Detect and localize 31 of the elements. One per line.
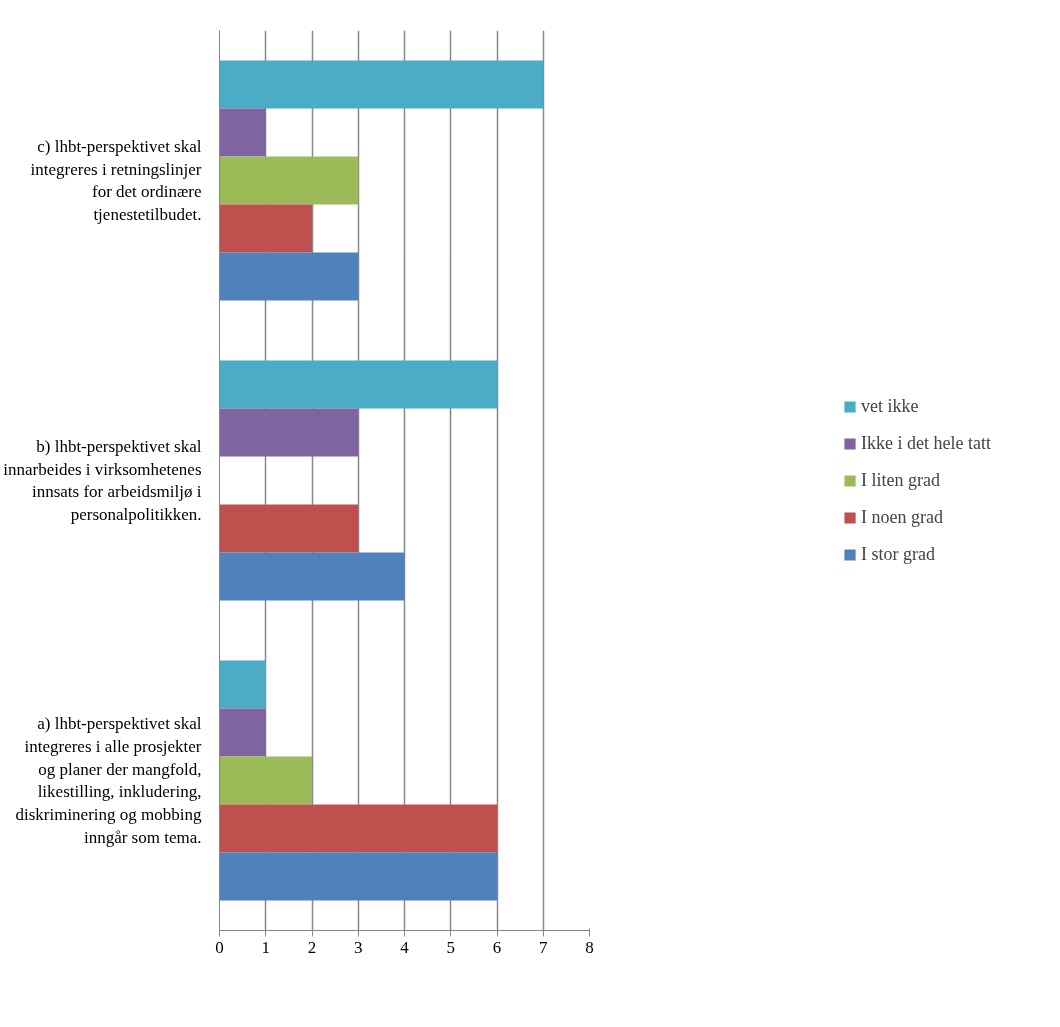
bar: [219, 804, 497, 853]
bar: [219, 756, 312, 805]
x-tick-label: 8: [585, 937, 594, 957]
x-tick-label: 3: [354, 937, 363, 957]
legend-label: I stor grad: [861, 543, 936, 565]
y-tick-label: a) lhbt-perspektivet skal integreres i alle prosjekter og planer der mangfold, likestilling, inkludering, diskriminering og mobbing inngår som tema.: [15, 714, 202, 847]
bar: [219, 660, 266, 709]
bar: [219, 156, 359, 205]
x-tick-label: 6: [492, 937, 502, 957]
x-tick-label: 1: [261, 937, 270, 957]
bar: [219, 60, 544, 109]
x-tick-label: 4: [400, 937, 410, 957]
bar: [219, 552, 405, 601]
x-tick-label: 5: [446, 937, 455, 957]
bar: [219, 852, 497, 901]
bar: [219, 504, 359, 553]
legend-label: vet ikke: [861, 395, 919, 417]
x-tick-label: 0: [215, 937, 224, 957]
bar: [219, 108, 266, 157]
y-tick-label: c) lhbt-perspektivet skal integreres i retningslinjer for det ordinære tjenestetilbudet.: [30, 136, 202, 225]
y-tick-label: b) lhbt-perspektivet skal innarbeides i virksomhetenes innsats for arbeidsmiljø i personalpolitikken.: [3, 436, 202, 525]
bar: [219, 204, 312, 253]
x-tick-label: 2: [307, 937, 317, 957]
legend-label: I liten grad: [861, 469, 941, 491]
x-tick-label: 7: [539, 937, 548, 957]
legend-label: I noen grad: [861, 506, 943, 528]
bar: [219, 408, 359, 457]
bar: [219, 252, 359, 301]
bar: [219, 360, 497, 409]
legend-label: Ikke i det hele tatt: [861, 432, 991, 454]
bar: [219, 708, 266, 757]
